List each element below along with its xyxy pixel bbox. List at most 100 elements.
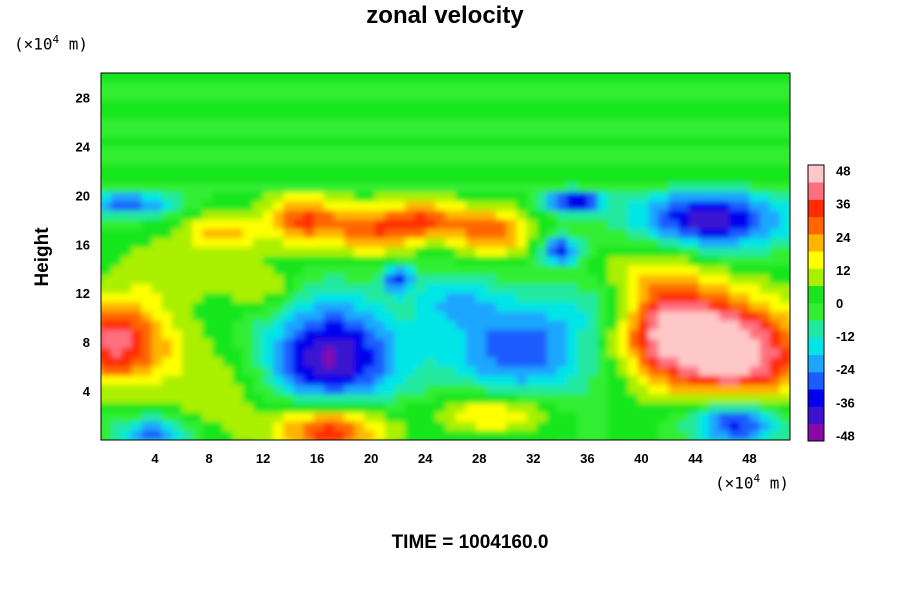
heatmap-cell [587, 348, 599, 359]
heatmap-cell [617, 320, 629, 331]
heatmap-cell [496, 320, 507, 331]
heatmap-cell [415, 440, 426, 450]
heatmap-cell [536, 146, 548, 157]
heatmap-cell [779, 128, 790, 138]
heatmap-cell [91, 440, 102, 450]
heatmap-cell [688, 219, 700, 230]
heatmap-cell [648, 421, 659, 432]
heatmap-cell [374, 421, 386, 432]
heatmap-cell [546, 100, 558, 111]
heatmap-cell [415, 173, 426, 184]
heatmap-cell [698, 201, 710, 212]
heatmap-cell [212, 73, 224, 83]
heatmap-cell [516, 284, 528, 294]
x-tick-label: 36 [580, 451, 594, 466]
heatmap-cell [698, 173, 710, 184]
heatmap-cell [678, 375, 690, 386]
heatmap-cell [769, 284, 781, 294]
heatmap-cell [182, 384, 193, 395]
heatmap-cell [182, 118, 193, 129]
heatmap-cell [465, 329, 477, 340]
heatmap-cell [374, 320, 386, 331]
heatmap-cell [688, 384, 700, 395]
heatmap-cell [384, 247, 396, 258]
heatmap-cell [283, 339, 295, 349]
heatmap-cell [587, 311, 599, 322]
heatmap-cell [648, 339, 659, 349]
heatmap-cell [222, 173, 234, 184]
heatmap-cell [323, 265, 335, 276]
heatmap-cell [698, 210, 710, 221]
heatmap-cell [739, 137, 751, 148]
heatmap-cell [171, 128, 183, 138]
heatmap-cell [232, 100, 244, 111]
heatmap-cell [435, 311, 447, 322]
heatmap-cell [101, 173, 102, 184]
heatmap-cell [344, 284, 355, 294]
heatmap-cell [323, 201, 335, 212]
heatmap-cell [779, 183, 790, 193]
heatmap-cell [475, 155, 487, 166]
heatmap-cell [263, 274, 274, 285]
heatmap-cell [111, 219, 122, 230]
heatmap-cell [384, 320, 396, 331]
heatmap-cell [354, 430, 366, 440]
heatmap-cell [607, 109, 619, 120]
heatmap-cell [334, 421, 345, 432]
heatmap-cell [101, 118, 102, 129]
heatmap-cell [344, 366, 355, 377]
heatmap-cell [658, 430, 670, 440]
heatmap-cell [749, 219, 761, 230]
heatmap-cell [273, 274, 284, 285]
heatmap-cell [779, 173, 790, 184]
heatmap-cell [526, 384, 538, 395]
heatmap-cell [415, 238, 426, 248]
heatmap-cell [394, 173, 406, 184]
heatmap-cell [486, 73, 497, 83]
heatmap-cell [242, 421, 254, 432]
heatmap-cell [648, 256, 659, 267]
heatmap-cell [668, 128, 680, 138]
heatmap-cell [374, 311, 386, 322]
colorbar-segment [808, 251, 824, 269]
heatmap-cell [668, 173, 680, 184]
heatmap-cell [627, 247, 639, 258]
heatmap-cell [627, 302, 639, 313]
heatmap-cell [405, 440, 416, 450]
heatmap-cell [496, 302, 507, 313]
heatmap-cell [242, 256, 254, 267]
heatmap-cell [759, 155, 771, 166]
heatmap-cell [546, 219, 558, 230]
heatmap-cell [171, 265, 183, 276]
heatmap-cell [435, 348, 447, 359]
heatmap-cell [364, 247, 376, 258]
heatmap-cell [384, 91, 396, 102]
heatmap-cell [526, 146, 538, 157]
heatmap-cell [171, 137, 183, 148]
heatmap-cell [678, 219, 690, 230]
heatmap-cell [354, 109, 366, 120]
heatmap-cell [708, 100, 720, 111]
heatmap-cell [101, 403, 102, 414]
heatmap-cell [708, 155, 720, 166]
heatmap-cell [151, 82, 163, 92]
heatmap-cell [394, 329, 406, 340]
heatmap-cell [313, 339, 325, 349]
heatmap-cell [101, 348, 102, 359]
heatmap-cell [263, 366, 274, 377]
heatmap-cell [445, 348, 457, 359]
heatmap-cell [222, 128, 234, 138]
colorbar-segment [808, 216, 824, 235]
heatmap-cell [526, 82, 538, 92]
heatmap-cell [536, 91, 548, 102]
heatmap-cell [627, 73, 639, 74]
heatmap-cell [212, 375, 224, 386]
heatmap-cell [486, 375, 497, 386]
heatmap-cell [526, 329, 538, 340]
heatmap-cell [354, 394, 366, 404]
heatmap-cell [354, 146, 366, 157]
heatmap-cell [101, 146, 112, 157]
heatmap-cell [283, 82, 295, 92]
heatmap-cell [587, 73, 599, 83]
heatmap-cell [293, 412, 305, 423]
